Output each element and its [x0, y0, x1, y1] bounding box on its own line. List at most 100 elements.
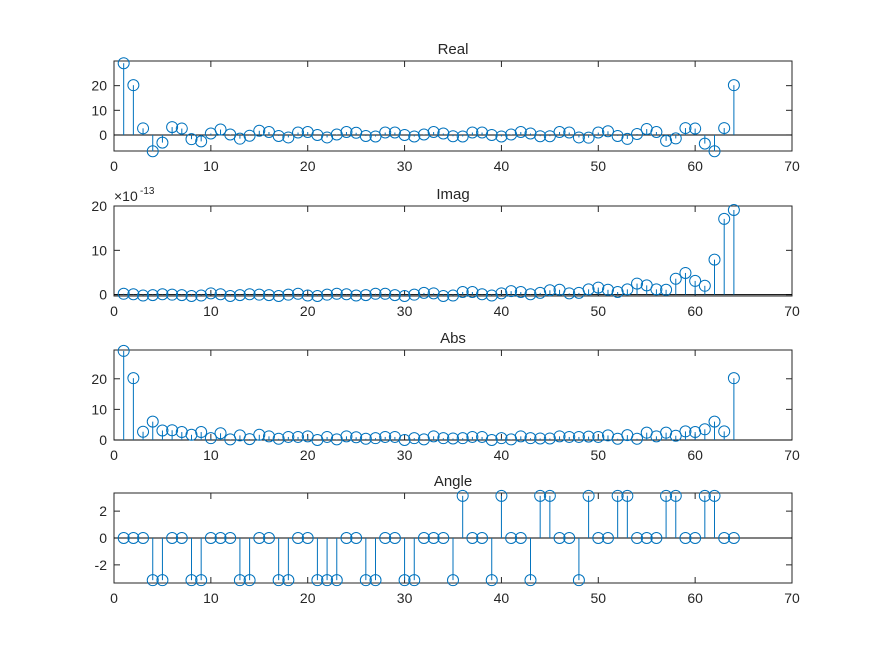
real-stem-marker: [495, 130, 508, 143]
angle-stem-marker: [718, 532, 731, 544]
imag-stem-marker: [408, 288, 421, 301]
angle-stem-marker: [175, 532, 188, 544]
real-stem-marker: [195, 135, 208, 148]
imag-stem-marker: [698, 279, 711, 292]
abs-stem-marker: [524, 432, 537, 445]
angle-stem-marker: [214, 532, 227, 544]
real-xtick-label: 50: [590, 158, 606, 174]
real-stem-marker: [601, 125, 614, 138]
imag-stem-marker: [253, 288, 266, 301]
imag-xtick-label: 10: [203, 303, 219, 319]
imag-title: Imag: [436, 186, 469, 203]
imag-stem-marker: [505, 285, 518, 298]
abs-stem-marker: [379, 430, 392, 443]
angle-stem-marker: [321, 574, 334, 587]
abs-xtick-label: 60: [687, 447, 703, 463]
real-stem-marker: [214, 123, 227, 136]
real-stem-marker: [466, 126, 479, 139]
imag-xtick-label: 60: [687, 303, 703, 319]
imag-stem-marker: [243, 288, 256, 301]
imag-stem-marker: [601, 283, 614, 296]
abs-stem-marker: [282, 430, 295, 443]
angle-stem-marker: [340, 532, 353, 544]
real-stem-marker: [417, 128, 430, 141]
imag-exponent-power: -13: [140, 186, 155, 197]
imag-stem-marker: [282, 288, 295, 301]
real-stem-marker: [137, 122, 150, 135]
angle-stem-marker: [437, 532, 450, 544]
angle-stem-marker: [543, 489, 556, 502]
real-stem-marker: [621, 132, 634, 145]
imag-stem-marker: [195, 289, 208, 302]
angle-stem-marker: [621, 489, 634, 502]
imag-xtick-label: 70: [784, 303, 800, 319]
real-stem-marker: [398, 128, 411, 141]
abs-stem-marker: [166, 424, 179, 437]
angle-xtick-label: 0: [110, 590, 118, 606]
angle-stem-marker: [417, 532, 430, 544]
angle-xtick-label: 20: [300, 590, 316, 606]
imag-stem-marker: [398, 290, 411, 302]
abs-xtick-label: 20: [300, 447, 316, 463]
real-stem-marker: [514, 126, 527, 139]
angle-xtick-label: 70: [784, 590, 800, 606]
real-stem-marker: [718, 122, 731, 135]
imag-stem-marker: [582, 283, 595, 296]
imag-stem-marker: [233, 289, 246, 302]
angle-stem-marker: [650, 532, 663, 544]
imag-stem-marker: [650, 283, 663, 296]
abs-title: Abs: [440, 330, 466, 347]
angle-stem-marker: [611, 489, 624, 502]
angle-stem-marker: [524, 574, 537, 587]
real-xtick-label: 40: [494, 158, 510, 174]
imag-stem-marker: [117, 287, 130, 300]
imag-stem-marker: [272, 290, 285, 302]
angle-stem-marker: [117, 532, 130, 544]
angle-stem-marker: [137, 532, 150, 544]
imag-stem-marker: [388, 289, 401, 302]
angle-stem-marker: [301, 532, 314, 544]
angle-ytick-label: 0: [99, 530, 107, 546]
real-xtick-label: 30: [397, 158, 413, 174]
angle-stem-marker: [262, 532, 275, 544]
imag-ytick-label: 10: [91, 242, 107, 258]
imag-stem-marker: [437, 290, 450, 302]
real-stem-marker: [243, 129, 256, 142]
imag-stem-marker: [611, 286, 624, 299]
imag-stem-marker: [379, 287, 392, 300]
angle-stem-marker: [233, 574, 246, 587]
real-xtick-label: 60: [687, 158, 703, 174]
imag-xtick-label: 20: [300, 303, 316, 319]
angle-stem-marker: [195, 574, 208, 587]
imag-stem-marker: [485, 289, 498, 302]
imag-stem-marker: [292, 287, 305, 300]
real-stem-marker: [127, 79, 140, 92]
abs-stem-marker: [272, 432, 285, 445]
angle-stem-marker: [505, 532, 518, 544]
real-ytick-label: 0: [99, 127, 107, 143]
imag-stem-marker: [340, 288, 353, 301]
angle-stem-marker: [166, 532, 179, 544]
imag-stem-marker: [301, 289, 314, 302]
real-stem-marker: [388, 126, 401, 139]
real-stem-marker: [427, 126, 440, 139]
imag-stem-marker: [359, 289, 372, 302]
abs-stem-marker: [262, 430, 275, 443]
imag-stem-marker: [495, 287, 508, 300]
angle-ytick-label: 2: [99, 503, 107, 519]
real-stem-marker: [146, 145, 159, 158]
real-stem-marker: [292, 126, 305, 139]
imag-stem-marker: [417, 286, 430, 299]
angle-xtick-label: 10: [203, 590, 219, 606]
subplot-abs: Abs 0 10 20 30 40 50 60 70 0 10 20: [91, 330, 800, 463]
abs-stem-marker: [447, 432, 459, 445]
angle-stem-marker: [224, 532, 237, 544]
angle-stem-marker: [601, 532, 614, 544]
abs-stem-marker: [359, 432, 372, 445]
angle-stem-marker: [495, 489, 508, 502]
angle-stem-marker: [679, 532, 692, 544]
imag-ytick-label: 0: [99, 287, 107, 303]
abs-stem-marker: [350, 431, 363, 444]
abs-stem-marker: [534, 432, 547, 445]
